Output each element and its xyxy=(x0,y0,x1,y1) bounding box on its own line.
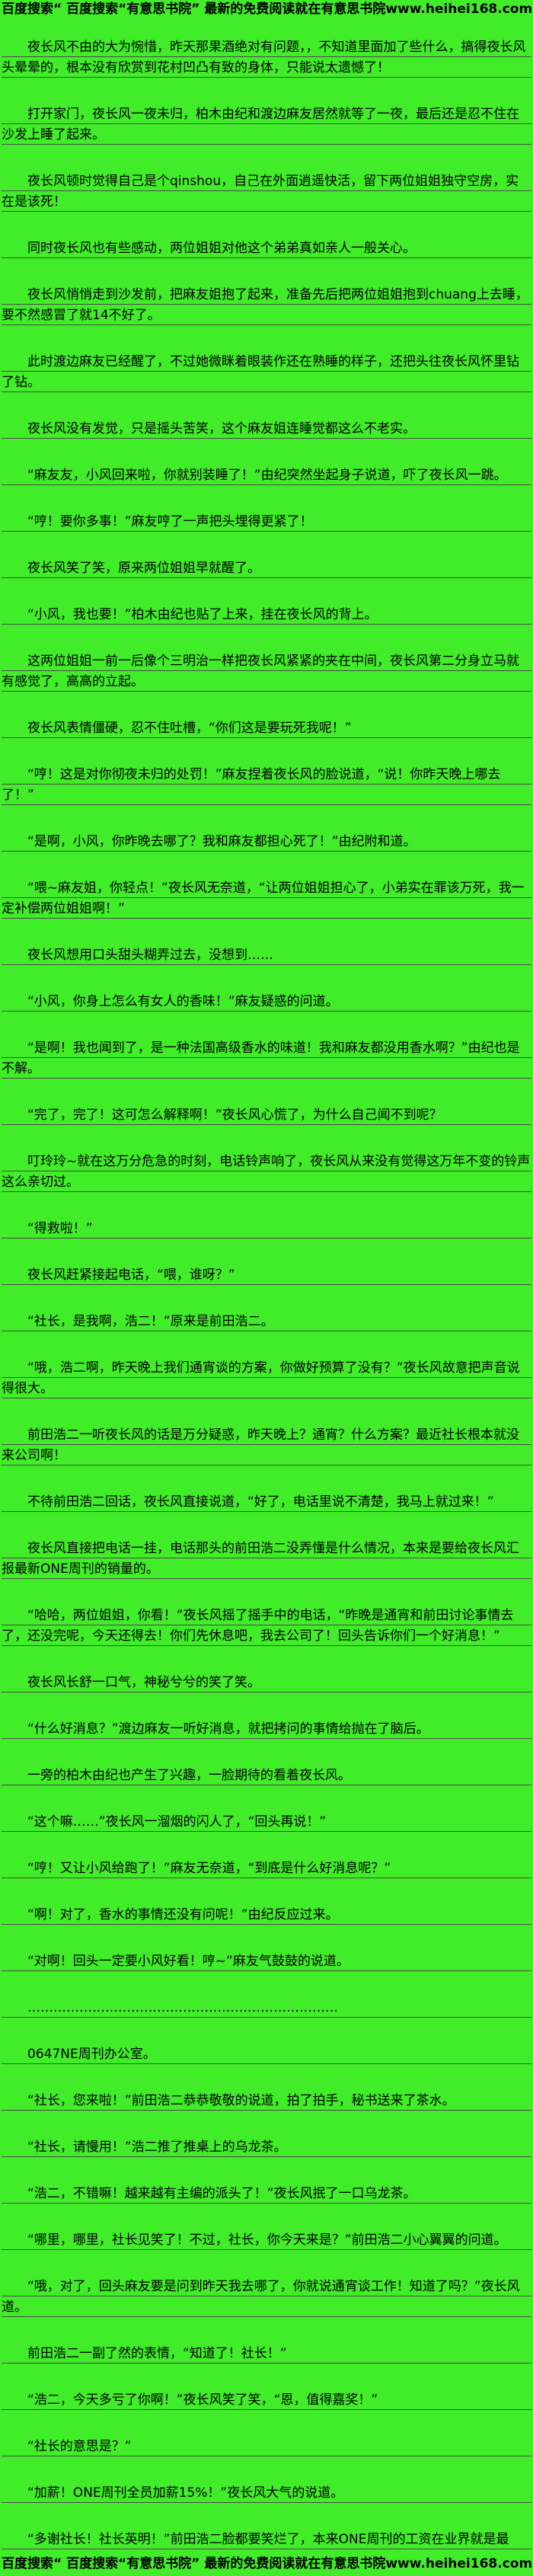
paragraph: “浩二，不错嘛！越来越有主编的派头了！”夜长风抿了一口乌龙茶。 xyxy=(2,2184,531,2204)
paragraph: 夜长风直接把电话一挂，电话那头的前田浩二没弄懂是什么情况，本来是要给夜长风汇报最… xyxy=(2,1539,531,1580)
paragraph: “社长的意思是？” xyxy=(2,2437,531,2457)
header-promo-text: 百度搜索“ 百度搜索“有意思书院” 最新的免费阅读就在有意思书院www.heih… xyxy=(2,2,533,17)
paragraph: 夜长风长舒一口气，神秘兮兮的笑了笑。 xyxy=(2,1673,531,1693)
paragraph: “小风，我也要！”柏木由纪也贴了上来，挂在夜长风的背上。 xyxy=(2,605,531,625)
footer-promo-text: 百度搜索“ 百度搜索“有意思书院” 最新的免费阅读就在有意思书院www.heih… xyxy=(2,2556,533,2571)
paragraph: 夜长风赶紧接起电话，“喂，谁呀？” xyxy=(2,1265,531,1286)
paragraph: ……………………………………………………………… xyxy=(2,1998,531,2018)
paragraph: “哈哈，两位姐姐，你看！”夜长风摇了摇手中的电话，“昨晚是通宵和前田讨论事情去了… xyxy=(2,1606,531,1647)
paragraph: “得救啦！” xyxy=(2,1219,531,1239)
paragraph: “是啊！我也闻到了，是一种法国高级香水的味道！我和麻友都没用香水啊？”由纪也是不… xyxy=(2,1038,531,1079)
paragraph: 夜长风悄悄走到沙发前，把麻友姐抱了起来，准备先后把两位姐姐抱到chuang上去睡… xyxy=(2,285,531,326)
paragraph: “这个嘛……”夜长风一溜烟的闪人了，“回头再说！” xyxy=(2,1812,531,1833)
paragraph: “哼！要你多事！”麻友哼了一声把头埋得更紧了！ xyxy=(2,512,531,532)
novel-text: 夜长风不由的大为惋惜，昨天那果酒绝对有问题，，不知道里面加了些什么，搞得夜长风头… xyxy=(2,37,531,2576)
paragraph: 前田浩二一副了然的表情，“知道了！社长！” xyxy=(2,2344,531,2364)
paragraph: 夜长风笑了笑，原来两位姐姐早就醒了。 xyxy=(2,558,531,579)
paragraph: “完了，完了！这可怎么解释啊！”夜长风心慌了，为什么自己闻不到呢？ xyxy=(2,1105,531,1126)
paragraph: “社长，您来啦！”前田浩二恭恭敬敬的说道，拍了拍手，秘书送来了茶水。 xyxy=(2,2091,531,2111)
paragraph: 这两位姐姐一前一后像个三明治一样把夜长风紧紧的夹在中间，夜长风第二分身立马就有感… xyxy=(2,651,531,692)
paragraph: “是啊，小风，你昨晚去哪了？我和麻友都担心死了！”由纪附和道。 xyxy=(2,832,531,852)
paragraph: 同时夜长风也有些感动，两位姐姐对他这个弟弟真如亲人一般关心。 xyxy=(2,238,531,259)
paragraph: “加薪！ONE周刊全员加薪15%！”夜长风大气的说道。 xyxy=(2,2483,531,2504)
paragraph: “什么好消息？”渡边麻友一听好消息，就把拷问的事情给抛在了脑后。 xyxy=(2,1719,531,1740)
paragraph: 不待前田浩二回话，夜长风直接说道，“好了，电话里说不清楚，我马上就过来！” xyxy=(2,1492,531,1513)
paragraph: “小风，你身上怎么有女人的香味！”麻友疑惑的问道。 xyxy=(2,992,531,1012)
paragraph: 夜长风表情僵硬，忍不住吐槽，“你们这是要玩死我呢！” xyxy=(2,718,531,739)
paragraph: “社长，是我啊，浩二！”原来是前田浩二。 xyxy=(2,1312,531,1332)
paragraph: 打开家门，夜长风一夜未归，柏木由纪和渡边麻友居然就等了一夜，最后还是忍不住在沙发… xyxy=(2,104,531,145)
paragraph: “浩二，今天多亏了你啊！”夜长风笑了笑，“恩，值得嘉奖！” xyxy=(2,2390,531,2411)
paragraph: 夜长风顿时觉得自己是个qinshou，自己在外面逍遥快活，留下两位姐姐独守空房，… xyxy=(2,171,531,213)
footer-promo-bar: 百度搜索“ 百度搜索“有意思书院” 最新的免费阅读就在有意思书院www.heih… xyxy=(2,2554,533,2574)
paragraph: “多谢社长！社长英明！”前田浩二脸都要笑烂了，本来ONE周刊的工资在业界就是最 xyxy=(2,2530,531,2550)
paragraph: “哼！这是对你彻夜未归的处罚！”麻友捏着夜长风的脸说道，“说！你昨天晚上哪去了！… xyxy=(2,765,531,806)
paragraph: 一旁的柏木由纪也产生了兴趣，一脸期待的看着夜长风。 xyxy=(2,1766,531,1786)
paragraph: “哦，对了，回头麻友要是问到昨天我去哪了，你就说通宵谈工作！知道了吗？”夜长风道… xyxy=(2,2277,531,2318)
paragraph: 夜长风没有发觉，只是摇头苦笑，这个麻友姐连睡觉都这么不老实。 xyxy=(2,419,531,439)
paragraph: 夜长风想用口头甜头糊弄过去，没想到…… xyxy=(2,945,531,966)
paragraph: 前田浩二一听夜长风的话是万分疑惑，昨天晚上？通宵？什么方案？最近社长根本就没来公… xyxy=(2,1425,531,1466)
paragraph: “哼！又让小风给跑了！”麻友无奈道，“到底是什么好消息呢？” xyxy=(2,1858,531,1879)
header-promo-bar: 百度搜索“ 百度搜索“有意思书院” 最新的免费阅读就在有意思书院www.heih… xyxy=(2,2,533,17)
paragraph: “麻友友，小风回来啦，你就别装睡了！”由纪突然坐起身子说道，吓了夜长风一跳。 xyxy=(2,465,531,486)
paragraph: “哦，浩二啊，昨天晚上我们通宵谈的方案，你做好预算了没有？”夜长风故意把声音说得… xyxy=(2,1358,531,1399)
paragraph: “哪里，哪里，社长见笑了！不过，社长，你今天来是？”前田浩二小心翼翼的问道。 xyxy=(2,2230,531,2251)
paragraph: “喂~麻友姐，你轻点！”夜长风无奈道，“让两位姐姐担心了，小弟实在罪该万死，我一… xyxy=(2,878,531,919)
paragraph: “社长，请慢用！”浩二推了推桌上的乌龙茶。 xyxy=(2,2137,531,2158)
paragraph: 此时渡边麻友已经醒了，不过她微眯着眼装作还在熟睡的样子，还把头往夜长风怀里钻了钻… xyxy=(2,352,531,393)
paragraph: “对啊！回头一定要小风好看！哼~”麻友气鼓鼓的说道。 xyxy=(2,1951,531,1972)
paragraph: 叮玲玲~就在这万分危急的时刻，电话铃声响了，夜长风从来没有觉得这万年不变的铃声这… xyxy=(2,1152,531,1193)
paragraph: 0647NE周刊办公室。 xyxy=(2,2044,531,2065)
paragraph: 夜长风不由的大为惋惜，昨天那果酒绝对有问题，，不知道里面加了些什么，搞得夜长风头… xyxy=(2,37,531,78)
paragraph: “啊！对了，香水的事情还没有问呢！”由纪反应过来。 xyxy=(2,1905,531,1926)
